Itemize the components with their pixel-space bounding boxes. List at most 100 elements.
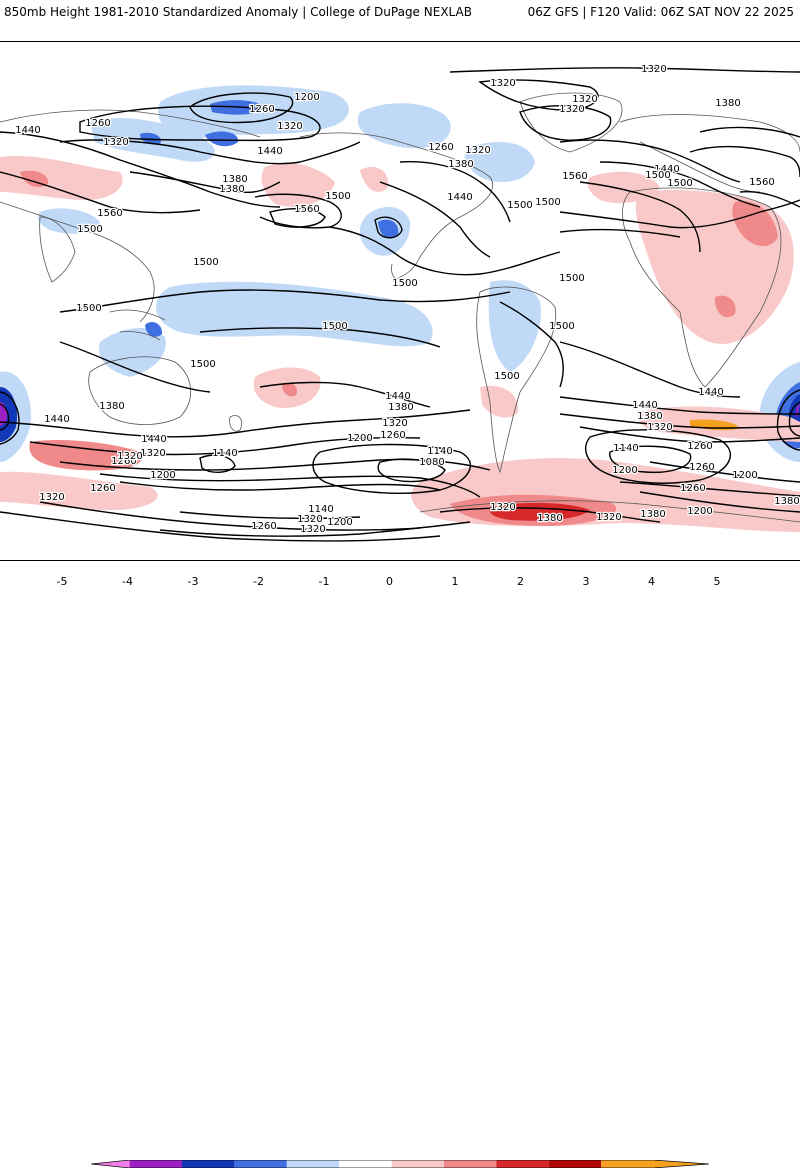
contour-1440-satl-s <box>559 396 800 415</box>
fill-tasman-pos-core <box>282 382 298 397</box>
colorbar-swatch <box>234 1160 287 1168</box>
map-frame: 1320 1320 1320 1320 1380 1200 1260 1320 1260 1440… <box>0 41 800 561</box>
contour-label: 1380 <box>99 401 124 412</box>
contour-1320-satl-s <box>579 426 800 443</box>
contour-label: 1200 <box>150 470 175 481</box>
contour-label: 1440 <box>654 164 679 175</box>
contour-1500-asia <box>0 171 201 214</box>
contour-1140-south <box>179 511 361 520</box>
contour-1320-south <box>0 511 441 542</box>
contour-east-low <box>776 389 800 451</box>
contour-labels: 1320132013201320138012001260132012601440… <box>14 63 800 537</box>
coast-indonesia <box>109 309 166 341</box>
colorbar-swatch <box>391 1160 444 1168</box>
contour-1380-satl-s <box>559 413 800 429</box>
colorbar-swatch <box>601 1160 654 1168</box>
colorbar-tick-label: 2 <box>517 575 524 588</box>
contour-label: 1500 <box>190 359 215 370</box>
contour-label: 1440 <box>385 391 410 402</box>
contour-1500-spac2 <box>259 381 431 408</box>
contour-1320-europe <box>699 126 800 138</box>
contour-1320-south-e <box>619 481 800 497</box>
contour-label: 1440 <box>44 414 69 425</box>
colorbar-tick-label: -4 <box>122 575 133 588</box>
contour-label: 1440 <box>15 125 40 136</box>
contour-1500-atl <box>559 199 800 229</box>
contour-label: 1320 <box>647 422 672 433</box>
contour-label: 1140 <box>427 446 452 457</box>
contour-label: 1260 <box>428 142 453 153</box>
contour-label: 1200 <box>294 92 319 103</box>
contour-label: 1260 <box>111 456 136 467</box>
contour-label: 1260 <box>251 521 276 532</box>
contour-label: 1320 <box>559 104 584 115</box>
height-contours <box>0 67 800 542</box>
contour-label: 1320 <box>596 512 621 523</box>
colorbar <box>91 1160 709 1168</box>
contour-label: 1320 <box>382 418 407 429</box>
contour-1500-aus <box>59 341 211 393</box>
contour-label: 1380 <box>774 496 799 507</box>
contour-1320-atl <box>559 139 741 183</box>
contour-1440-sh <box>0 409 471 438</box>
contour-1320-np <box>59 139 361 165</box>
contour-1320-arctic <box>449 67 800 73</box>
colorbar-tick-label: 0 <box>386 575 393 588</box>
contour-1440-np <box>0 131 281 208</box>
contour-west-low <box>0 391 20 445</box>
colorbar-tick-label: 5 <box>713 575 721 588</box>
contour-1320-greenland <box>519 104 612 141</box>
colorbar-swatch <box>444 1160 497 1168</box>
contour-label: 1260 <box>687 441 712 452</box>
colorbar-tick-label: 3 <box>582 575 590 588</box>
contour-west-low2 <box>0 403 10 431</box>
contour-label: 1500 <box>325 191 350 202</box>
contour-1500-satl <box>559 341 741 398</box>
coast-australia <box>88 356 192 425</box>
fill-south-band-pos <box>0 471 158 511</box>
fill-pacific-pos <box>261 162 335 207</box>
contour-label: 1200 <box>732 470 757 481</box>
fill-aleutian-pos <box>480 385 519 418</box>
contour-label: 1380 <box>640 509 665 520</box>
colorbar-swatch <box>339 1160 392 1168</box>
contour-label: 1260 <box>689 462 714 473</box>
coast-north-america <box>299 132 493 279</box>
contour-1260-np <box>79 105 321 142</box>
contour-label: 1380 <box>537 513 562 524</box>
colorbar-arrow-left <box>91 1160 130 1168</box>
contour-label: 1560 <box>749 177 774 188</box>
contour-label: 1440 <box>141 434 166 445</box>
contour-label: 1500 <box>535 197 560 208</box>
contour-1500-np <box>254 193 342 229</box>
contour-label: 1260 <box>249 104 274 115</box>
contour-label: 1500 <box>392 278 417 289</box>
colorbar-tick-label: -5 <box>56 575 68 588</box>
fill-aus-core <box>145 321 163 337</box>
contour-label: 1320 <box>140 448 165 459</box>
contour-1440-atl <box>579 181 701 253</box>
fill-australia-neg <box>99 327 166 377</box>
contour-label: 1200 <box>612 465 637 476</box>
contour-label: 1080 <box>419 457 444 468</box>
fill-indian-neg <box>38 208 100 234</box>
fill-africa-pos-core2 <box>714 295 736 318</box>
contour-label: 1380 <box>715 98 740 109</box>
coast-greenland <box>519 92 623 153</box>
contour-label: 1440 <box>447 192 472 203</box>
contour-1140-low <box>312 443 472 494</box>
coast-india <box>39 216 76 283</box>
colorbar-swatch <box>496 1160 549 1168</box>
contour-1380-atl <box>599 161 761 208</box>
fill-us-pos <box>360 166 389 192</box>
contour-label: 1320 <box>297 514 322 525</box>
contour-1380-na <box>399 160 511 223</box>
anomaly-map: 1320132013201320138012001260132012601440… <box>0 63 800 542</box>
contour-label: 1380 <box>637 411 662 422</box>
contour-1380-np <box>129 171 281 194</box>
contour-label: 1380 <box>388 402 413 413</box>
fill-asia-pos <box>0 155 123 201</box>
fill-eastpac-low-core <box>378 219 399 239</box>
contour-label: 1320 <box>490 78 515 89</box>
contour-label: 1440 <box>257 146 282 157</box>
